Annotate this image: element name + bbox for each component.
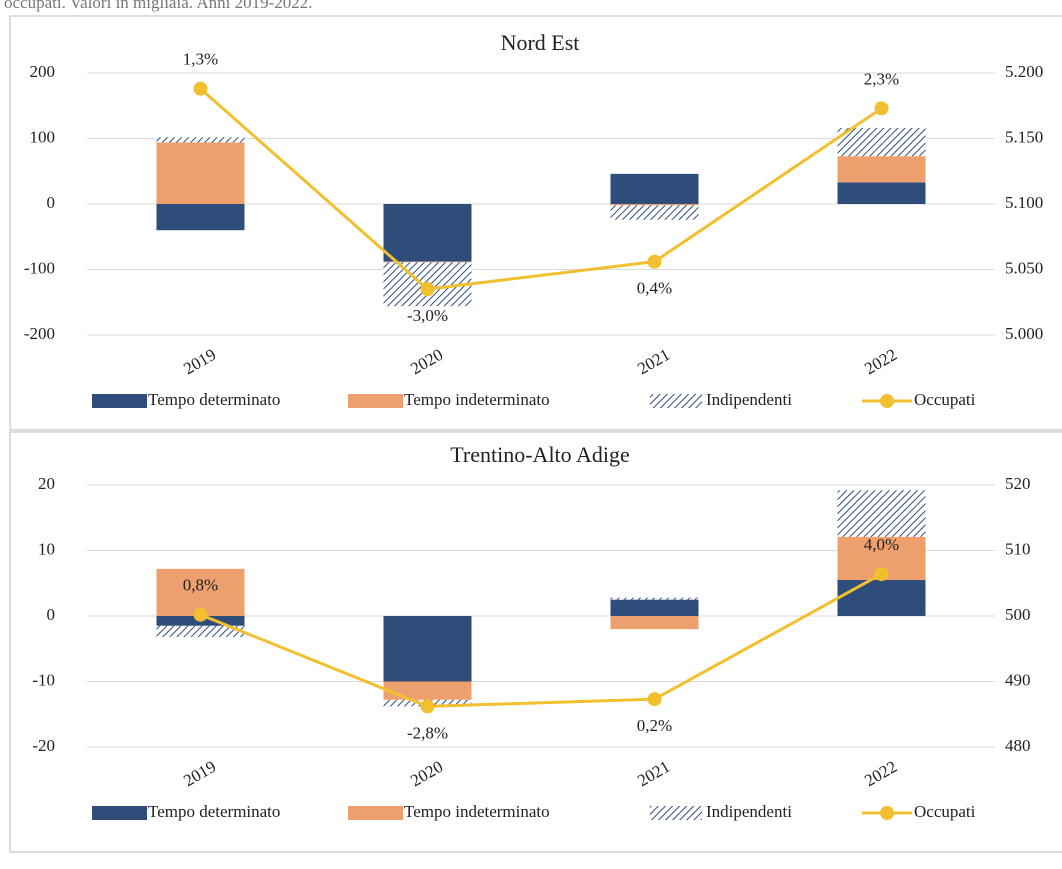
bar bbox=[610, 204, 699, 206]
annotation: 4,0% bbox=[864, 535, 899, 554]
y2-tick-label: 500 bbox=[1005, 605, 1031, 624]
bar bbox=[383, 204, 472, 262]
legend-swatch bbox=[92, 394, 147, 408]
legend-label: Tempo determinato bbox=[148, 802, 280, 821]
bar bbox=[383, 681, 472, 700]
line-marker bbox=[420, 282, 435, 297]
line bbox=[199, 572, 883, 708]
y2-tick-label: 5.050 bbox=[1005, 258, 1043, 277]
annotation: 0,2% bbox=[637, 716, 672, 735]
bar bbox=[610, 616, 699, 630]
line-marker bbox=[420, 699, 435, 714]
bar bbox=[837, 490, 926, 537]
line bbox=[199, 87, 883, 291]
legend-swatch bbox=[650, 394, 702, 408]
bar bbox=[610, 173, 699, 204]
legend-marker bbox=[880, 394, 894, 408]
bar bbox=[610, 599, 699, 616]
bar bbox=[383, 261, 472, 263]
y-tick-label: 20 bbox=[38, 474, 55, 493]
line-marker bbox=[647, 254, 662, 269]
y2-tick-label: 510 bbox=[1005, 539, 1031, 558]
y-tick-label: -200 bbox=[24, 324, 55, 343]
legend-label: Indipendenti bbox=[706, 802, 792, 821]
y2-tick-label: 520 bbox=[1005, 474, 1031, 493]
legend-label: Tempo indeterminato bbox=[404, 390, 550, 409]
annotation: 2,3% bbox=[864, 69, 899, 88]
line-marker bbox=[647, 692, 662, 707]
annotation: 1,3% bbox=[183, 50, 218, 69]
y-tick-label: -20 bbox=[32, 736, 55, 755]
caption: occupati. Valori in migliaia. Anni 2019-… bbox=[4, 0, 312, 12]
y2-tick-label: 5.150 bbox=[1005, 127, 1043, 146]
y2-tick-label: 490 bbox=[1005, 670, 1031, 689]
annotation: -2,8% bbox=[407, 723, 448, 742]
y2-tick-label: 5.000 bbox=[1005, 324, 1043, 343]
legend-swatch bbox=[650, 806, 702, 820]
bar bbox=[837, 156, 926, 183]
y-tick-label: 10 bbox=[38, 539, 55, 558]
chart-title: Trentino-Alto Adige bbox=[450, 442, 629, 467]
bar bbox=[156, 137, 245, 143]
line-marker bbox=[193, 607, 208, 622]
bar bbox=[610, 597, 699, 600]
y-tick-label: 0 bbox=[47, 193, 56, 212]
bar bbox=[156, 625, 245, 637]
bar bbox=[156, 204, 245, 231]
y-tick-label: 200 bbox=[30, 62, 56, 81]
line-marker bbox=[193, 81, 208, 96]
y-tick-label: 0 bbox=[47, 605, 56, 624]
y-tick-label: -10 bbox=[32, 670, 55, 689]
legend-swatch bbox=[348, 806, 403, 820]
legend-label: Tempo determinato bbox=[148, 390, 280, 409]
chart-title: Nord Est bbox=[501, 30, 580, 55]
legend-label: Tempo indeterminato bbox=[404, 802, 550, 821]
line-marker bbox=[874, 567, 889, 582]
bar bbox=[837, 182, 926, 204]
legend-label: Occupati bbox=[914, 802, 976, 821]
y-tick-label: -100 bbox=[24, 258, 55, 277]
annotation: 0,8% bbox=[183, 576, 218, 595]
legend-swatch bbox=[348, 394, 403, 408]
bar bbox=[156, 142, 245, 204]
line-marker bbox=[874, 101, 889, 116]
bar bbox=[383, 616, 472, 682]
legend-label: Occupati bbox=[914, 390, 976, 409]
bar bbox=[610, 205, 699, 220]
y2-tick-label: 5.200 bbox=[1005, 62, 1043, 81]
y-tick-label: 100 bbox=[30, 127, 56, 146]
y2-tick-label: 5.100 bbox=[1005, 193, 1043, 212]
legend-marker bbox=[880, 806, 894, 820]
legend-swatch bbox=[92, 806, 147, 820]
y2-tick-label: 480 bbox=[1005, 736, 1031, 755]
bar bbox=[837, 128, 926, 157]
legend-label: Indipendenti bbox=[706, 390, 792, 409]
annotation: -3,0% bbox=[407, 306, 448, 325]
annotation: 0,4% bbox=[637, 279, 672, 298]
bar bbox=[837, 579, 926, 616]
